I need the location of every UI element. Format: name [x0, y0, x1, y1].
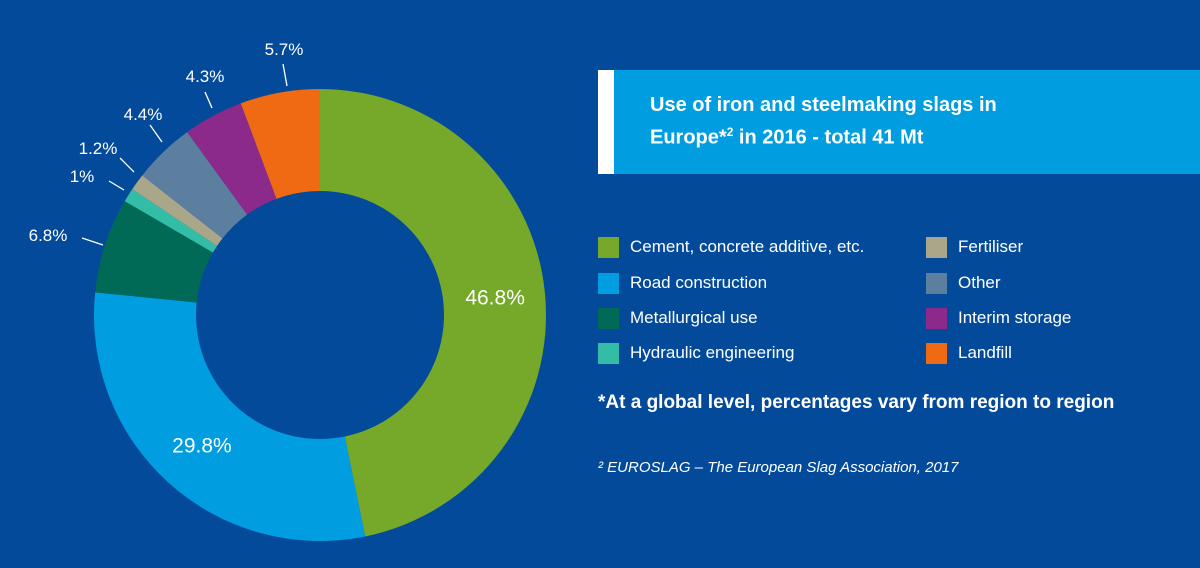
slice-hydraulic-engineering	[124, 189, 218, 253]
title-accent-bar	[598, 70, 614, 174]
slice-label-metallurgical-use: 6.8%	[29, 226, 68, 245]
legend-label-road: Road construction	[630, 273, 768, 292]
legend-swatch-road	[598, 272, 619, 294]
slice-other	[142, 132, 248, 239]
chart-title-line2-b: in 2016 - total 41 Mt	[733, 126, 924, 149]
legend-item-road: Road construction	[598, 272, 767, 294]
legend-swatch-metallurgical	[598, 307, 619, 329]
legend-item-other: Other	[926, 272, 1001, 294]
legend-item-cement: Cement, concrete additive, etc.	[598, 236, 864, 258]
legend-swatch-other	[926, 272, 947, 294]
global-level-note: *At a global level, percentages vary fro…	[598, 392, 1115, 413]
legend-item-fertiliser: Fertiliser	[926, 236, 1023, 258]
slice-label-other: 4.4%	[124, 105, 163, 124]
legend-swatch-hydraulic	[598, 342, 619, 364]
legend-swatch-cement	[598, 236, 619, 258]
chart-title: Use of iron and steelmaking slags in Eur…	[650, 92, 997, 152]
legend-item-hydraulic: Hydraulic engineering	[598, 342, 794, 364]
legend-label-cement: Cement, concrete additive, etc.	[630, 237, 865, 256]
chart-title-line2: Europe*2 in 2016 - total 41 Mt	[650, 119, 997, 152]
chart-title-line2-a: Europe*	[650, 126, 727, 149]
legend-label-landfill: Landfill	[958, 343, 1012, 362]
slice-label-landfill: 5.7%	[265, 40, 304, 59]
leader-line-metallurgical-use	[81, 237, 104, 246]
slice-metallurgical-use	[95, 201, 213, 303]
leader-line-landfill	[282, 63, 288, 87]
leader-line-fertiliser	[119, 157, 135, 173]
slice-interim-storage	[187, 103, 277, 215]
legend: Cement, concrete additive, etc. Road con…	[598, 236, 1158, 366]
slice-fertiliser	[132, 175, 223, 246]
legend-swatch-interim-storage	[926, 307, 947, 329]
legend-item-interim-storage: Interim storage	[926, 307, 1071, 329]
slice-label-fertiliser: 1.2%	[79, 139, 118, 158]
donut-hole	[196, 191, 444, 439]
donut-chart: 46.8% 29.8% 6.8% 1% 1.2% 4.4% 4.3% 5.7%	[29, 40, 547, 541]
leader-line-hydraulic-engineering	[108, 180, 125, 191]
slice-label-interim-storage: 4.3%	[186, 67, 225, 86]
slice-label-road-construction: 29.8%	[172, 435, 232, 458]
legend-swatch-fertiliser	[926, 236, 947, 258]
chart-title-line1: Use of iron and steelmaking slags in	[650, 94, 997, 116]
slice-cement-concrete-additive-etc	[320, 89, 547, 537]
legend-label-fertiliser: Fertiliser	[958, 237, 1024, 256]
title-banner: Use of iron and steelmaking slags in Eur…	[598, 70, 1200, 174]
legend-item-metallurgical: Metallurgical use	[598, 307, 758, 329]
legend-swatch-landfill	[926, 342, 947, 364]
slice-label-hydraulic-engineering: 1%	[70, 167, 95, 186]
legend-label-interim-storage: Interim storage	[958, 308, 1072, 327]
legend-label-hydraulic: Hydraulic engineering	[630, 343, 795, 362]
legend-item-landfill: Landfill	[926, 342, 1012, 364]
slice-landfill	[240, 89, 320, 199]
slice-road-construction	[94, 292, 366, 541]
legend-label-other: Other	[958, 273, 1001, 292]
leader-line-other	[149, 124, 163, 143]
leader-line-interim-storage	[204, 91, 213, 109]
slice-label-cement-concrete-additive-etc: 46.8%	[465, 286, 525, 309]
legend-label-metallurgical: Metallurgical use	[630, 308, 758, 327]
source-footnote: ² EUROSLAG – The European Slag Associati…	[598, 459, 959, 476]
chart-title-footnote-mark: 2	[726, 125, 734, 139]
